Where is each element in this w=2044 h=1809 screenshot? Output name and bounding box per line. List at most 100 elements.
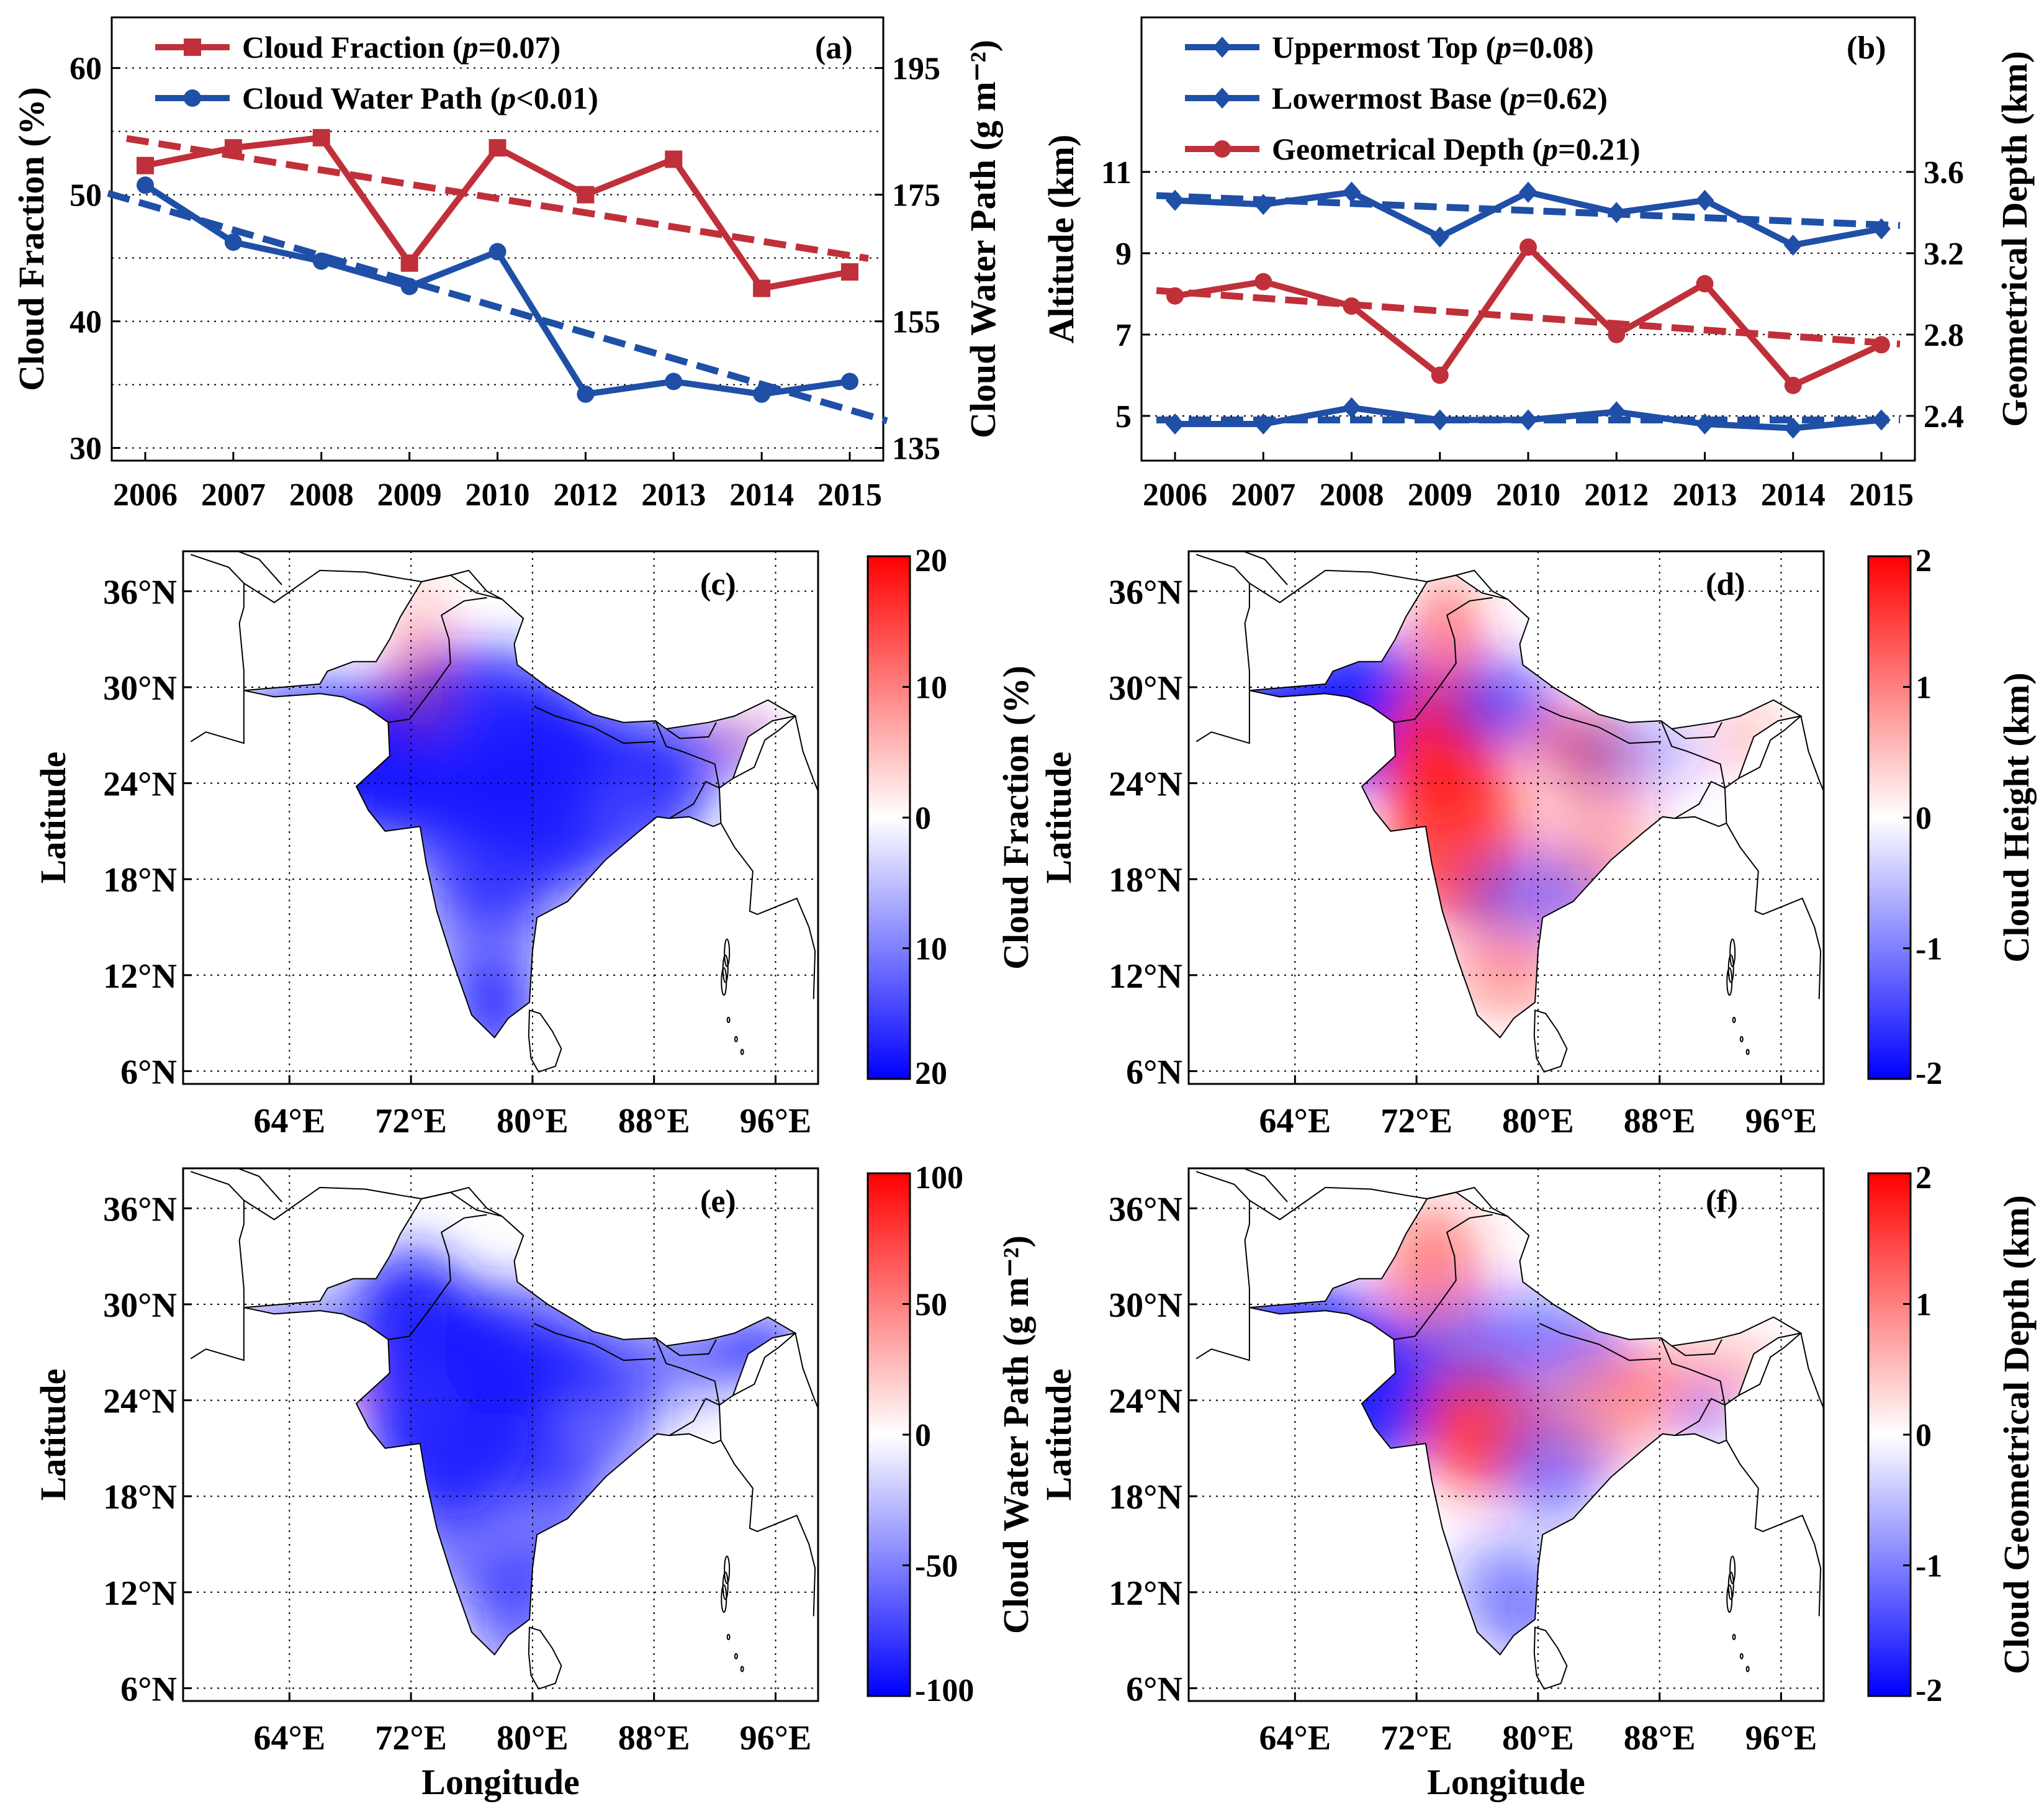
colorbar-tick-label: 50: [915, 1288, 947, 1323]
country-border: [655, 1337, 721, 1437]
colorbar-tick-label: 10: [915, 932, 947, 967]
sri-lanka-outline: [528, 1626, 562, 1690]
y-left-tick-label: 50: [70, 178, 102, 214]
lon-tick-label: 96°E: [1745, 1719, 1817, 1757]
data-point: [1430, 226, 1449, 248]
latitude-label: Latitude: [33, 1369, 73, 1501]
y-right-tick-label: 195: [892, 52, 940, 87]
heatmap-blob: [1451, 917, 1564, 1017]
data-point: [488, 243, 506, 261]
lat-tick-label: 24°N: [1109, 765, 1182, 804]
y-left-tick-label: 30: [70, 431, 102, 467]
country-border: [237, 1168, 282, 1202]
y-right-tick-label: 155: [892, 305, 940, 340]
island: [724, 1555, 731, 1584]
colorbar-tick-label: 0: [915, 801, 931, 836]
colorbar-label: Cloud Water Path (g m⁻²): [996, 1235, 1036, 1634]
map-frame: [1187, 1167, 1825, 1702]
colorbar-tick-label: 1: [1916, 1288, 1932, 1323]
map-frame: [182, 1167, 819, 1702]
lon-tick-label: 80°E: [1502, 1102, 1574, 1140]
legend-entry: Cloud Water Path (p<0.01): [242, 81, 598, 115]
heatmap-blob: [1596, 1338, 1783, 1414]
data-point: [1872, 409, 1891, 431]
y-right-tick-label: 175: [892, 178, 940, 214]
island: [1745, 1049, 1750, 1055]
legend-entry-p: p: [498, 81, 516, 115]
lat-tick-label: 6°N: [1126, 1670, 1182, 1708]
country-border: [533, 1322, 656, 1361]
country-border: [732, 1332, 796, 1396]
heatmap-blob: [1680, 1391, 1731, 1441]
data-point: [1254, 273, 1272, 291]
colorbar-tick-label: 20: [915, 1056, 947, 1091]
country-border: [1800, 1333, 1824, 1409]
x-tick-label: 2008: [1320, 477, 1384, 513]
heatmap-blob: [711, 1319, 796, 1369]
country-border: [1671, 722, 1722, 739]
data-point: [1342, 181, 1361, 203]
sri-lanka-outline: [528, 1009, 562, 1073]
panel-d: 64°E 72°E 80°E 88°E 96°E 36°N 30°N 24°N 18°N 12°N…: [1038, 543, 2037, 1140]
legend-entry-value: =0.62): [1525, 81, 1608, 115]
island: [1739, 1653, 1744, 1659]
lon-tick-label: 64°E: [1259, 1719, 1331, 1757]
map-frame: [182, 550, 819, 1085]
colorbar-tick-label: 10: [915, 670, 947, 706]
lon-tick-label: 96°E: [1745, 1102, 1817, 1140]
lat-tick-label: 24°N: [1109, 1383, 1182, 1421]
data-point: [1872, 218, 1891, 240]
country-border: [1738, 715, 1801, 779]
lon-tick-label: 96°E: [740, 1719, 812, 1757]
lon-tick-label: 88°E: [618, 1102, 690, 1140]
x-tick-label: 2013: [1673, 477, 1737, 513]
heatmap-blob: [659, 752, 709, 814]
legend-marker: [1213, 37, 1231, 58]
data-point: [841, 263, 858, 281]
data-point: [1695, 189, 1714, 211]
island: [1726, 967, 1733, 996]
colorbar-tick-label: -1: [1916, 1549, 1942, 1584]
x-tick-label: 2009: [1408, 477, 1472, 513]
island: [1732, 1016, 1736, 1023]
panel-b: 2006 2007 2008 2009 2010 2012 2013 2014 2015 5 7 9 1…: [1041, 16, 2035, 513]
data-point: [665, 150, 683, 168]
panel-e: 64°E 72°E 80°E 88°E 96°E 36°N 30°N 24°N 18°N 12°N…: [33, 1160, 1036, 1802]
country-border: [1195, 1171, 1250, 1308]
legend-entry-label: Cloud Fraction (: [242, 30, 463, 65]
heatmap-blob: [706, 716, 769, 754]
legend-entry-label: Lowermost Base (: [1272, 81, 1510, 115]
country-border: [1393, 597, 1493, 723]
island: [726, 1016, 731, 1023]
country-border: [190, 690, 245, 744]
lat-tick-label: 30°N: [1109, 669, 1182, 708]
trend-line-cloud-fraction: [126, 135, 869, 262]
country-border: [665, 722, 717, 739]
data-point: [1607, 202, 1626, 223]
x-tick-label: 2012: [1584, 477, 1649, 513]
legend-entry-p: p: [461, 30, 479, 65]
y-right-tick-label: 3.2: [1924, 237, 1964, 272]
island: [740, 1666, 744, 1672]
country-border: [1671, 1339, 1722, 1356]
lat-tick-label: 18°N: [1109, 1478, 1182, 1517]
data-point: [400, 277, 418, 295]
data-point: [224, 233, 242, 251]
trend-line-uppermost-top: [1156, 192, 1901, 229]
island: [726, 1633, 731, 1640]
lat-tick-label: 30°N: [1109, 1286, 1182, 1325]
heatmap-blob: [402, 772, 601, 922]
data-point: [1696, 275, 1714, 293]
lat-tick-label: 12°N: [103, 957, 177, 996]
data-point: [312, 129, 330, 147]
heatmap-blob: [387, 589, 450, 738]
x-tick-label: 2006: [113, 477, 178, 513]
legend-entry: Geometrical Depth (p=0.21): [1272, 132, 1641, 166]
island: [734, 1653, 738, 1659]
data-point: [1608, 325, 1626, 343]
data-point: [1783, 234, 1803, 256]
country-border: [243, 569, 503, 603]
lat-tick-label: 18°N: [103, 1478, 177, 1517]
panel-tag: (b): [1847, 30, 1886, 66]
heatmap-field: [243, 575, 796, 1038]
